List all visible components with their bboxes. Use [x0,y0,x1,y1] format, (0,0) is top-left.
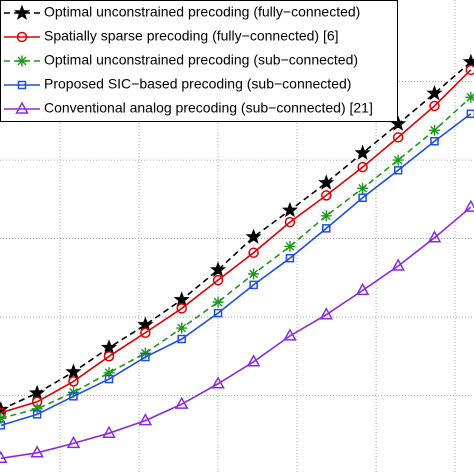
marker [0,450,8,464]
marker [319,307,334,320]
marker [210,261,227,277]
marker [466,109,474,119]
marker [29,384,46,400]
marker [284,216,296,228]
marker [101,339,118,355]
marker [102,425,116,438]
marker [31,403,43,415]
marker [0,412,7,424]
marker [211,376,225,389]
marker [246,354,261,367]
legend-label: Proposed SIC−based precoding (sub−connec… [44,76,351,92]
marker [248,247,259,258]
marker [465,91,474,103]
marker [285,253,295,263]
series-line [0,113,472,427]
marker [354,144,371,160]
marker [212,296,224,308]
legend-label: Spatially sparse precoding (fully−connec… [44,28,339,44]
marker [30,445,44,458]
series-line [0,61,472,411]
legend-box [0,0,398,122]
marker [464,199,474,212]
marker [358,193,367,203]
marker [212,274,224,286]
marker [322,224,331,233]
legend: Optimal unconstrained precoding (fully−c… [0,0,398,122]
marker [430,137,439,146]
marker [355,282,370,296]
legend-marker [17,80,27,90]
legend-label: Optimal unconstrained precoding (sub−con… [44,52,358,68]
marker [141,352,150,362]
legend-marker [15,101,29,114]
series-line [0,69,472,414]
marker [320,210,332,222]
series-line [0,96,472,420]
marker [283,328,297,341]
marker [103,367,115,379]
marker [66,435,81,449]
marker [138,413,153,426]
marker [104,374,114,384]
marker [213,308,223,318]
marker [103,351,115,362]
marker [357,182,369,194]
marker [392,132,404,143]
marker [248,268,260,280]
marker [318,174,335,190]
marker [249,280,258,290]
marker [321,190,332,201]
marker [392,154,404,166]
marker [176,322,188,334]
marker [429,100,440,112]
legend-marker [16,55,28,67]
marker [427,230,442,243]
marker [357,161,368,173]
marker [68,376,79,387]
marker [465,64,474,76]
marker [65,363,82,379]
marker [69,392,78,401]
marker [245,228,262,244]
legend-marker [13,4,31,20]
marker [32,410,42,419]
marker [173,291,190,307]
marker [429,124,440,136]
legend-label: Optimal unconstrained precoding (fully−c… [44,4,360,20]
marker [426,84,443,101]
marker [393,166,403,175]
series-line [0,206,472,460]
marker [176,303,187,314]
legend-label: Conventional analog precoding (sub−conne… [44,100,373,116]
marker [281,201,298,218]
marker [174,396,189,409]
marker [140,327,151,338]
legend-marker [16,31,28,43]
marker [284,240,296,252]
marker [177,334,186,344]
marker [0,421,6,430]
marker [391,258,405,271]
